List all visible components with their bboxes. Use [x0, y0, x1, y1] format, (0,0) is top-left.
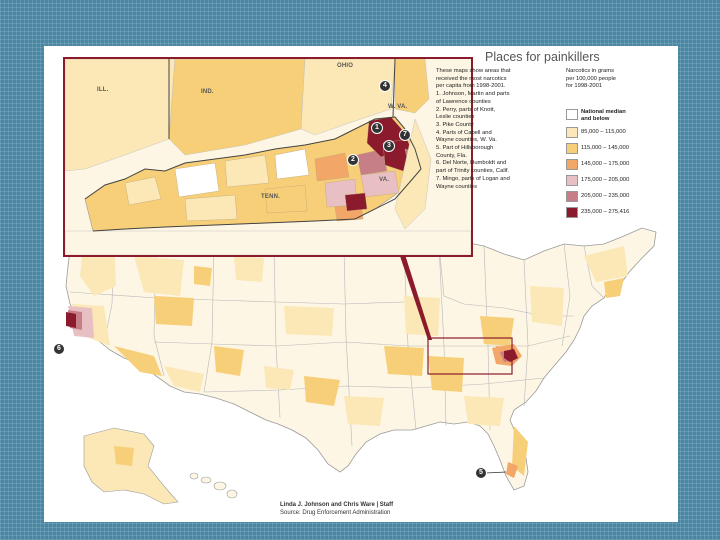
legend-label: 175,000 – 205,000	[581, 177, 630, 183]
legend-swatch	[566, 127, 578, 138]
description-line: 7. Mingo, parts of Logan and	[436, 175, 510, 182]
legend-swatch	[566, 175, 578, 186]
inset-map-graphic	[65, 59, 471, 255]
map-legend: Narcotics in grams per 100,000 people fo…	[566, 68, 676, 218]
kentucky-inset-map: OHIO ILL. IND. W. VA. VA. TENN. 1 2 3 4 …	[63, 57, 473, 257]
inset-marker-3: 3	[383, 140, 395, 152]
map-marker-6: 6	[53, 343, 65, 355]
legend-swatch	[566, 159, 578, 170]
description-line: County, Fla.	[436, 152, 467, 159]
legend-swatch	[566, 191, 578, 202]
legend-swatch	[566, 109, 578, 120]
legend-label: National median and below	[581, 109, 626, 123]
description-line: Wayne counties, W. Va.	[436, 137, 497, 144]
inset-label-ohio: OHIO	[337, 63, 354, 69]
legend-heading-line: for 1998-2001	[566, 83, 603, 90]
legend-label: 85,000 – 115,000	[581, 129, 626, 135]
description-line: 4. Parts of Cabell and	[436, 129, 492, 136]
legend-label-line2: and below	[581, 116, 610, 122]
map-title: Places for painkillers	[485, 50, 600, 64]
legend-label-line1: National median	[581, 109, 626, 115]
kentucky-highlight-box	[427, 337, 513, 375]
description-line: Wayne counties	[436, 183, 478, 190]
description-line: 2. Perry, parts of Knott,	[436, 106, 496, 113]
legend-swatch	[566, 143, 578, 154]
inset-marker-7: 7	[399, 129, 411, 141]
map-marker-5: 5	[475, 467, 487, 479]
description-line: 5. Part of Hillsborough	[436, 145, 494, 152]
inset-label-ind: IND.	[201, 89, 214, 95]
hawaii-outline	[189, 472, 238, 499]
inset-label-wva: W. VA.	[388, 104, 408, 110]
inset-marker-4: 4	[379, 80, 391, 92]
alaska-outline	[83, 427, 179, 505]
map-credit: Linda J. Johnson and Chris Ware | Staff …	[280, 502, 393, 517]
inset-marker-2: 2	[347, 154, 359, 166]
description-line: Leslie counties	[436, 114, 475, 121]
description-line: of Lawrence counties	[436, 98, 491, 105]
description-line: received the most narcotics	[436, 75, 507, 82]
inset-label-va: VA.	[379, 177, 390, 183]
description-line: 6. Del Norte, Humboldt and	[436, 160, 507, 167]
legend-label: 115,000 – 145,000	[581, 145, 629, 151]
legend-label: 235,000 – 275,416	[581, 209, 630, 215]
inset-label-ill: ILL.	[97, 87, 109, 93]
inset-marker-1: 1	[371, 122, 383, 134]
map-description: These maps show areas that received the …	[436, 68, 548, 191]
description-line: per capita from 1998-2001.	[436, 83, 506, 90]
legend-swatch	[566, 207, 578, 218]
legend-heading-line: Narcotics in grams	[566, 68, 614, 74]
legend-label: 145,000 – 175,000	[581, 161, 630, 167]
description-line: 3. Pike County	[436, 121, 474, 128]
county-shading	[66, 236, 628, 478]
credit-source: Source: Drug Enforcement Administration	[280, 509, 391, 516]
slide: OHIO ILL. IND. W. VA. VA. TENN. 1 2 3 4 …	[44, 46, 678, 522]
legend-heading: Narcotics in grams per 100,000 people fo…	[566, 68, 676, 91]
credit-byline: Linda J. Johnson and Chris Ware | Staff	[280, 502, 394, 508]
description-line: part of Trinity counties, Calif.	[436, 168, 510, 175]
legend-label: 205,000 – 235,000	[581, 193, 630, 199]
description-line: 1. Johnson, Martin and parts	[436, 91, 510, 98]
inset-label-tenn: TENN.	[261, 194, 280, 200]
description-line: These maps show areas that	[436, 68, 511, 74]
legend-heading-line: per 100,000 people	[566, 75, 616, 82]
